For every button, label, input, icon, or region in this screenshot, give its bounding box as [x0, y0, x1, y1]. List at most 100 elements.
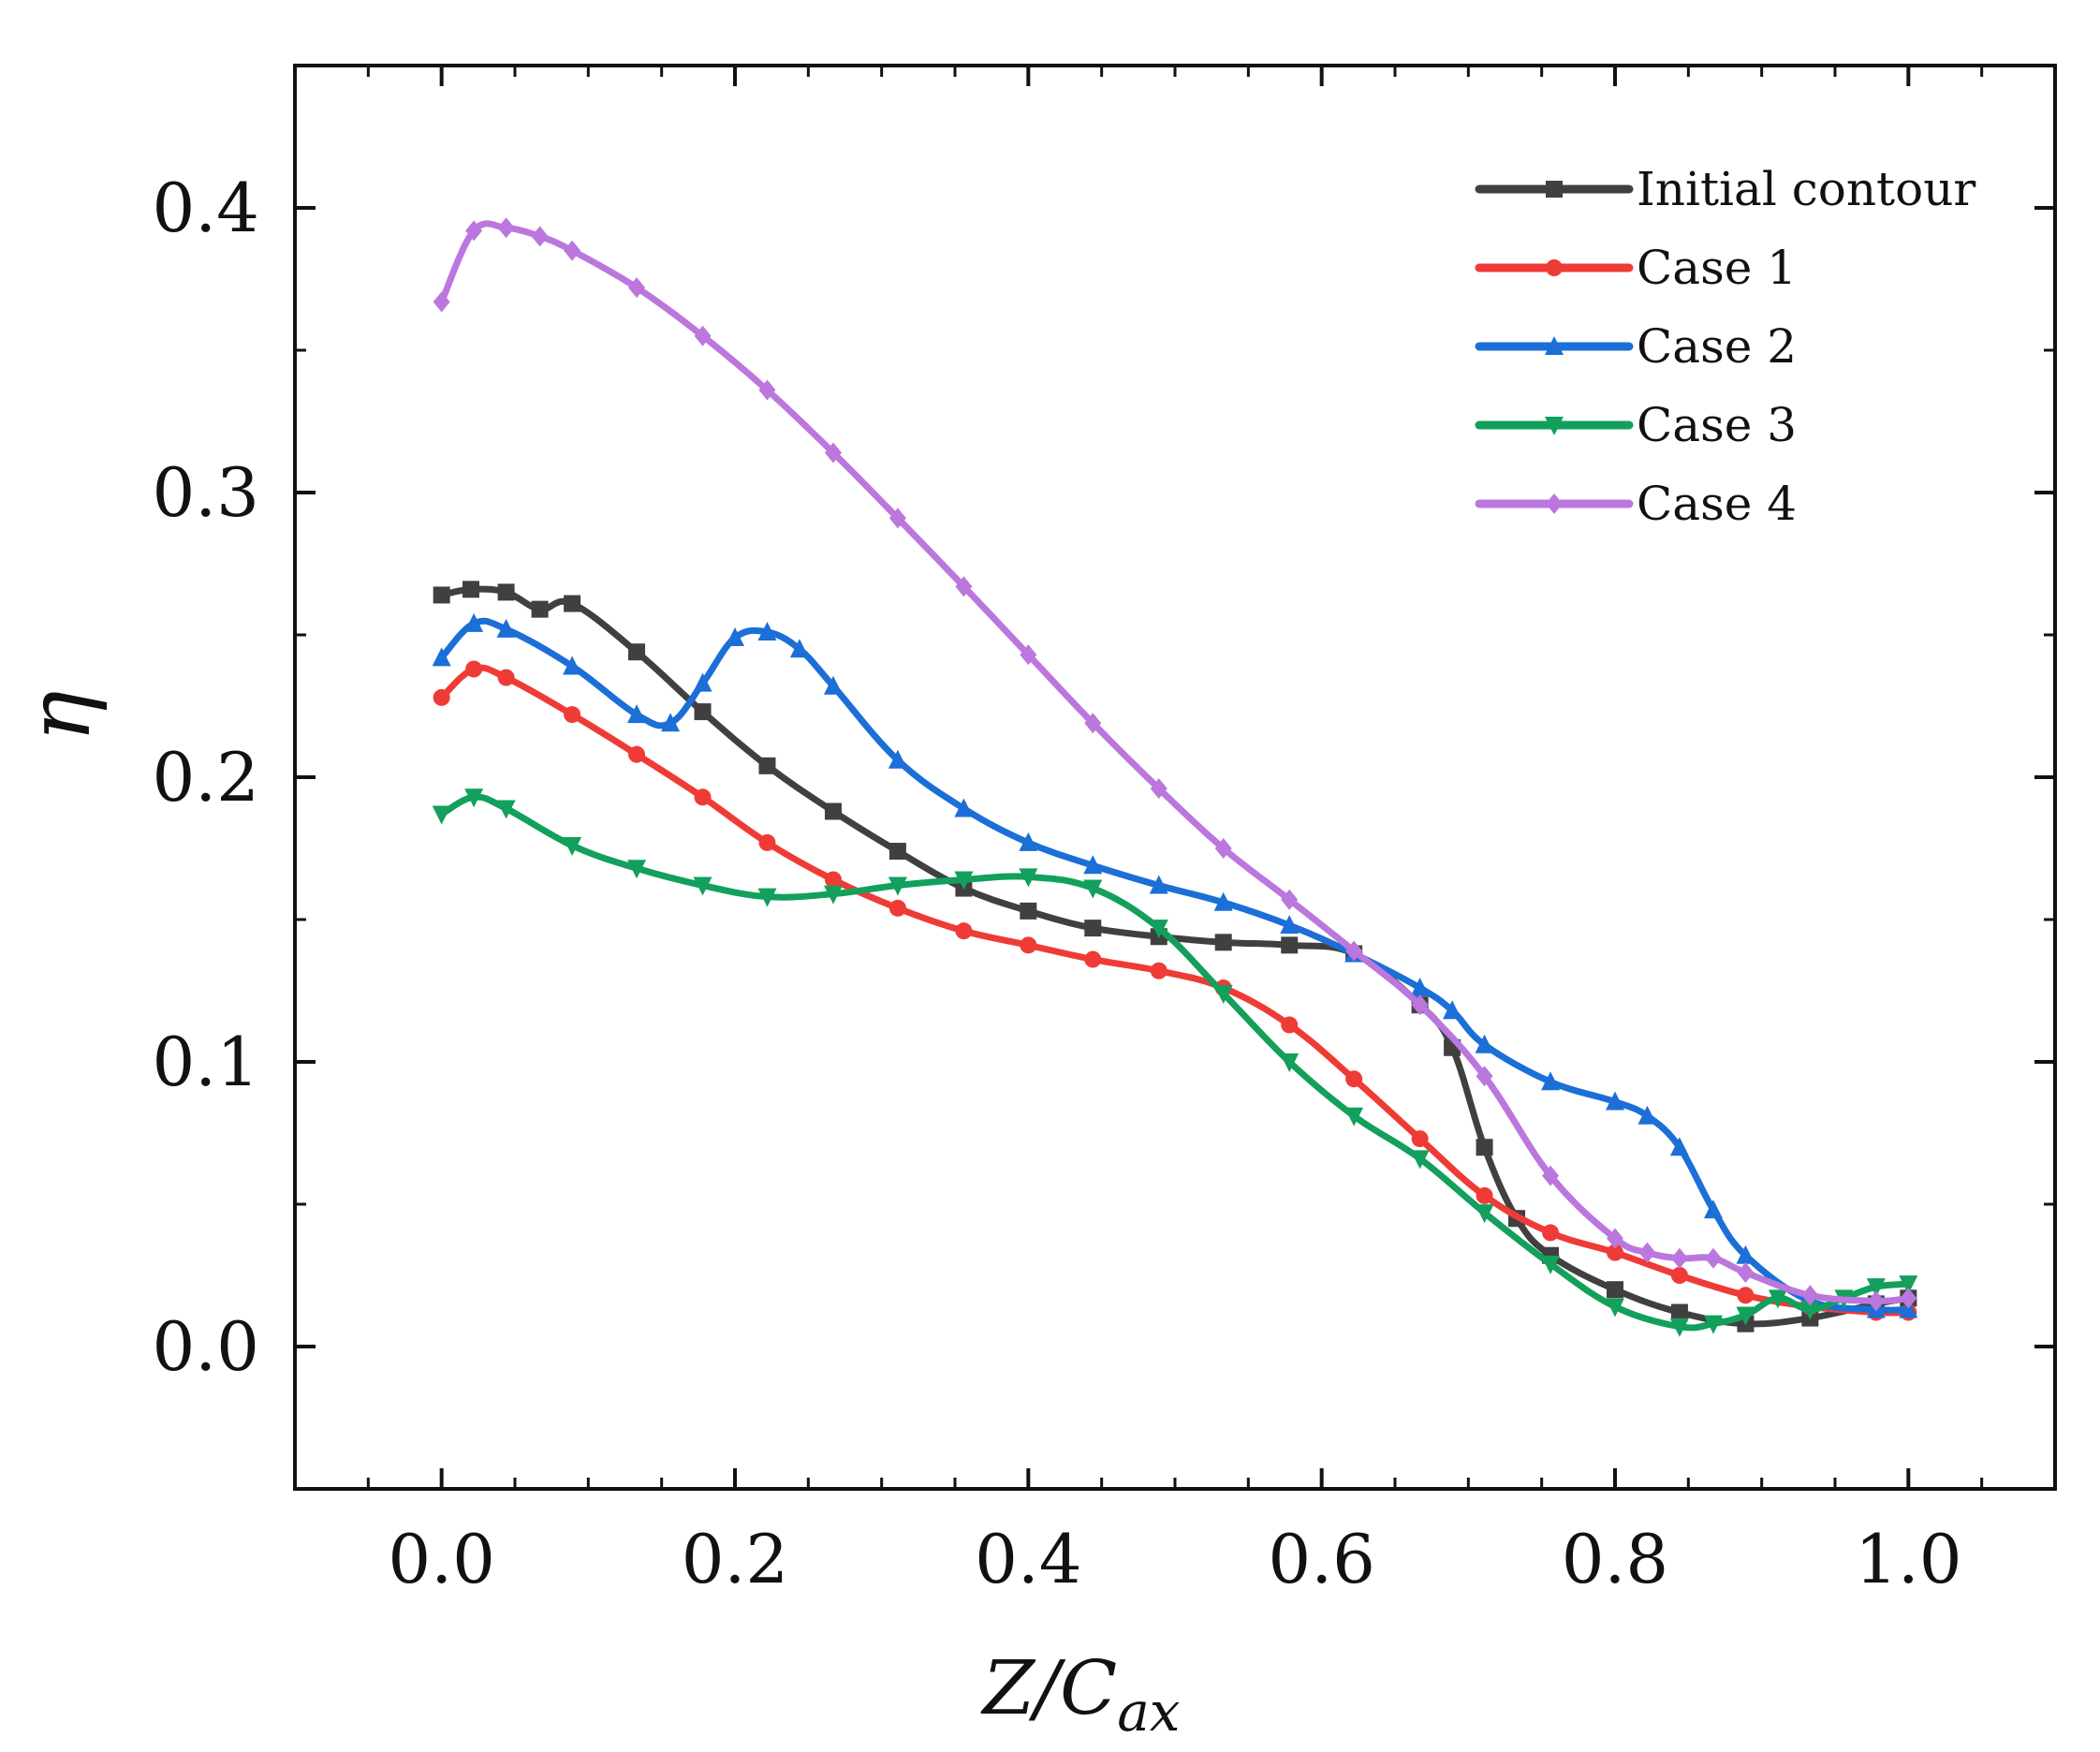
- data-point-initial-contour: [531, 600, 549, 618]
- data-point-case-4: [531, 226, 549, 247]
- data-point-case-2: [1606, 1091, 1624, 1111]
- data-point-case-4: [888, 508, 906, 529]
- data-point-case-3: [1280, 1053, 1300, 1072]
- data-point-case-1: [433, 688, 450, 706]
- data-point-case-2: [693, 672, 712, 692]
- data-point-case-1: [758, 833, 776, 851]
- data-point-case-4: [1281, 889, 1299, 910]
- data-point-case-2: [789, 639, 809, 658]
- legend-swatch-marker: [1545, 336, 1564, 355]
- x-axis-title-subscript: ax: [1117, 1680, 1180, 1744]
- data-point-case-2: [1213, 891, 1233, 911]
- data-point-case-2: [1019, 832, 1038, 851]
- data-point-case-1: [1020, 936, 1037, 954]
- data-point-case-4: [1670, 1247, 1688, 1269]
- data-point-case-4: [824, 442, 842, 464]
- data-point-case-1: [694, 788, 712, 806]
- x-tick-label: 0.6: [1268, 1520, 1375, 1598]
- data-point-case-4: [1867, 1290, 1885, 1312]
- data-point-case-3: [627, 860, 647, 879]
- data-point-case-4: [1638, 1242, 1656, 1263]
- data-point-case-2: [563, 655, 582, 675]
- data-point-initial-contour: [628, 643, 646, 661]
- legend-swatch-marker: [1546, 181, 1563, 198]
- data-point-case-3: [432, 805, 451, 825]
- data-point-case-2: [1475, 1034, 1494, 1053]
- y-tick-label: 0.4: [152, 169, 259, 247]
- data-point-case-4: [497, 217, 515, 239]
- data-point-case-2: [1669, 1137, 1689, 1156]
- data-point-case-3: [1768, 1289, 1787, 1309]
- data-point-case-1: [497, 669, 515, 686]
- legend-item-case-1: Case 1: [1475, 241, 1797, 295]
- data-point-case-1: [1607, 1244, 1623, 1261]
- data-point-case-3: [1019, 868, 1038, 888]
- legend-label: Case 1: [1637, 241, 1797, 295]
- data-point-case-4: [1542, 1165, 1560, 1186]
- data-point-case-3: [464, 788, 484, 808]
- data-point-case-4: [1801, 1285, 1819, 1306]
- data-point-case-4: [1214, 838, 1232, 859]
- data-point-case-1: [888, 899, 906, 917]
- data-point-case-4: [1737, 1261, 1755, 1283]
- data-point-case-4: [1607, 1228, 1623, 1249]
- data-point-case-4: [1900, 1288, 1917, 1309]
- data-point-case-3: [1083, 879, 1103, 899]
- data-point-case-2: [888, 749, 907, 769]
- data-point-initial-contour: [1476, 1139, 1493, 1156]
- y-tick-label: 0.0: [152, 1307, 259, 1386]
- x-axis-title-main: Z/C: [979, 1644, 1117, 1731]
- data-point-case-3: [563, 836, 582, 856]
- x-tick-label: 0.4: [975, 1520, 1082, 1598]
- data-point-initial-contour: [1281, 936, 1299, 954]
- data-point-case-3: [954, 871, 974, 891]
- data-point-initial-contour: [1084, 920, 1102, 937]
- data-point-case-1: [1345, 1070, 1363, 1088]
- data-point-case-3: [1800, 1301, 1820, 1320]
- data-point-case-1: [1150, 962, 1167, 979]
- data-point-initial-contour: [564, 595, 581, 612]
- series-case-3: [432, 788, 1918, 1337]
- data-point-case-3: [1541, 1255, 1561, 1274]
- data-point-case-2: [1541, 1071, 1561, 1091]
- data-point-case-2: [823, 675, 843, 695]
- data-point-case-4: [564, 240, 581, 261]
- legend-item-case-3: Case 3: [1475, 398, 1797, 452]
- data-point-case-4: [1345, 940, 1363, 962]
- series-case-4: [433, 217, 1917, 1312]
- data-point-initial-contour: [1670, 1303, 1688, 1321]
- data-point-case-3: [1703, 1315, 1723, 1334]
- legend-label: Case 3: [1637, 398, 1797, 452]
- data-point-case-4: [433, 291, 450, 313]
- data-point-case-2: [726, 627, 744, 647]
- data-point-initial-contour: [824, 802, 842, 820]
- data-point-case-3: [693, 876, 712, 896]
- data-point-initial-contour: [694, 703, 712, 721]
- x-tick-label: 0.8: [1562, 1520, 1669, 1598]
- legend-swatch-marker: [1545, 417, 1564, 435]
- legend-swatch-marker: [1546, 259, 1563, 276]
- data-point-case-4: [955, 576, 973, 597]
- data-point-case-4: [1084, 713, 1102, 734]
- data-point-case-3: [757, 888, 777, 907]
- data-point-case-2: [661, 713, 681, 732]
- y-tick-label: 0.3: [152, 453, 259, 532]
- data-point-case-1: [1670, 1267, 1688, 1284]
- data-point-case-1: [1281, 1016, 1299, 1034]
- data-point-case-3: [1410, 1150, 1430, 1170]
- data-point-case-2: [954, 798, 974, 817]
- data-point-case-1: [1542, 1224, 1560, 1242]
- data-point-case-4: [694, 325, 712, 346]
- data-point-case-2: [1703, 1200, 1723, 1219]
- data-point-case-2: [1410, 977, 1430, 996]
- y-tick-label: 0.2: [152, 738, 259, 817]
- legend-item-initial-contour: Initial contour: [1475, 162, 1975, 216]
- data-point-case-2: [1149, 875, 1168, 894]
- data-point-initial-contour: [463, 581, 479, 598]
- data-point-case-4: [758, 379, 776, 401]
- data-point-case-4: [1150, 778, 1167, 800]
- data-point-case-4: [628, 277, 646, 299]
- data-point-case-1: [955, 922, 973, 940]
- data-point-case-1: [465, 660, 483, 678]
